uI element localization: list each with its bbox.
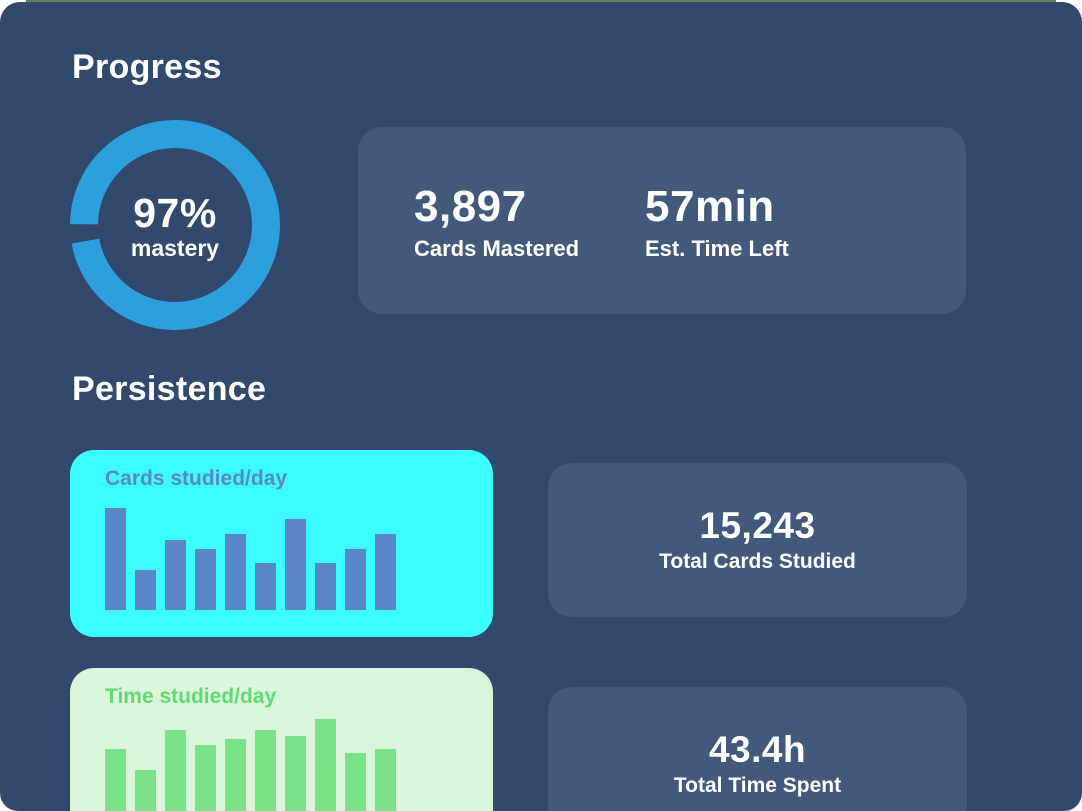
bar [255,730,276,811]
time-per-day-chart-card: Time studied/day [70,668,493,811]
bar [315,719,336,811]
total-cards-studied-label: Total Cards Studied [659,549,856,573]
top-edge-accent [26,0,1056,2]
time-per-day-bars [105,716,396,811]
bar [135,570,156,610]
bar [345,549,366,610]
persistence-section-title: Persistence [72,370,267,408]
cards-mastered-stat: 3,897 Cards Mastered [414,185,645,262]
bar [285,519,306,610]
bar [375,534,396,610]
bar [165,730,186,811]
time-per-day-chart-title: Time studied/day [105,685,277,708]
time-left-stat: 57min Est. Time Left [645,185,789,262]
bar [315,563,336,610]
time-left-value: 57min [645,182,775,231]
bar [345,753,366,811]
bar [225,534,246,610]
bar [105,508,126,610]
mastery-ring-arc [70,119,281,330]
mastery-percent-label: mastery [130,234,220,261]
bar [285,736,306,811]
bar [105,749,126,811]
time-left-label: Est. Time Left [645,236,789,261]
total-time-spent-card: 43.4h Total Time Spent [548,687,967,811]
cards-mastered-value: 3,897 [414,182,527,231]
progress-stats-card: 3,897 Cards Mastered 57min Est. Time Lef… [358,127,966,314]
bar [165,540,186,610]
cards-per-day-chart-card: Cards studied/day [70,450,493,637]
total-time-spent-label: Total Time Spent [673,773,842,797]
bar [255,563,276,610]
cards-per-day-chart-title: Cards studied/day [105,467,288,490]
progress-section-title: Progress [72,48,222,86]
bar [225,739,246,811]
total-time-spent-value: 43.4h [708,728,807,770]
bar [195,549,216,610]
bar [135,770,156,811]
mastery-ring-text: 97% mastery [65,117,285,337]
bar [195,745,216,811]
mastery-ring-svg [70,119,281,330]
bar [375,749,396,811]
cards-per-day-bars [105,498,396,610]
mastery-percent-value: 97% [133,189,217,236]
total-cards-studied-card: 15,243 Total Cards Studied [548,463,967,617]
mastery-ring: 97% mastery [65,115,285,335]
total-cards-studied-value: 15,243 [699,504,816,546]
cards-mastered-label: Cards Mastered [414,236,580,261]
